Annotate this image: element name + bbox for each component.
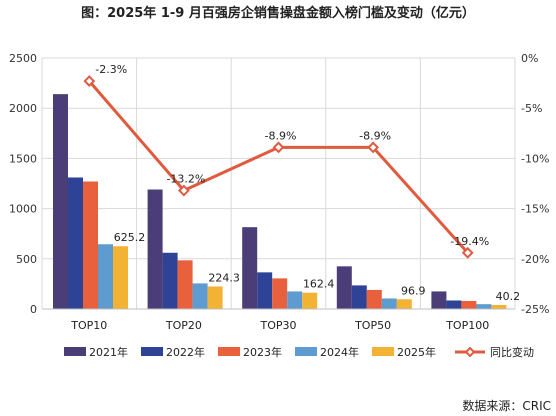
x-tick-label: TOP50: [354, 319, 391, 332]
legend-label: 2021年: [89, 345, 128, 359]
bar: [242, 227, 258, 309]
line-marker: [461, 246, 474, 259]
line-marker: [177, 184, 190, 197]
bar: [336, 266, 352, 309]
data-labels: 625.2 224.3 162.4 96.9 40.2 -2.3% -13.2% -8.9% -…: [95, 63, 520, 303]
line-data-label: -2.3%: [95, 63, 127, 76]
legend-line-marker: [464, 346, 476, 358]
bar: [257, 272, 273, 309]
y-tick-label: 1500: [9, 152, 37, 165]
legend-swatch: [218, 347, 240, 356]
bar: [177, 260, 193, 309]
bar-data-label: 224.3: [208, 271, 240, 284]
legend-swatch: [372, 347, 394, 356]
x-tick-label: TOP10: [70, 319, 107, 332]
line-data-label: -8.9%: [359, 129, 391, 142]
x-tick-label: TOP100: [445, 319, 489, 332]
line-data-label: -13.2%: [166, 173, 205, 186]
y-tick-label: 1000: [9, 203, 37, 216]
bar-data-label: 625.2: [114, 231, 146, 244]
line-data-label: -8.9%: [265, 129, 297, 142]
y2-tick-label: -20%: [521, 253, 549, 266]
bar-data-label: 96.9: [401, 284, 426, 297]
bar-data-label: 40.2: [496, 290, 521, 303]
line-path: [88, 80, 469, 254]
legend-label: 同比变动: [490, 345, 534, 359]
bar: [396, 299, 412, 309]
bar: [272, 278, 288, 309]
axes: 0 500 1000 1500 2000 2500 0% -5% -10% -15% -20% -25…: [9, 52, 549, 332]
bar: [68, 177, 83, 309]
bar: [491, 304, 507, 309]
bars: [53, 94, 507, 309]
y2-tick-label: 0%: [521, 52, 538, 65]
y-tick-label: 0: [30, 303, 37, 316]
x-tick-label: TOP30: [259, 319, 296, 332]
bar: [302, 292, 318, 309]
y-tick-label: 500: [16, 253, 37, 266]
bar: [98, 244, 113, 309]
bar-data-label: 162.4: [303, 278, 335, 291]
y2-tick-label: -25%: [521, 303, 549, 316]
y2-tick-label: -15%: [521, 203, 549, 216]
yoy-line: [83, 75, 474, 259]
chart-title: 图：2025年 1-9 月百强房企销售操盘金额入榜门槛及变动（亿元）: [81, 5, 475, 21]
line-data-label: -19.4%: [450, 235, 489, 248]
y2-tick-label: -5%: [521, 102, 542, 115]
legend-label: 2023年: [243, 345, 282, 359]
source-note: 数据来源：CRIC: [462, 398, 551, 413]
bar: [83, 181, 98, 309]
bar: [113, 246, 128, 309]
bar: [53, 94, 68, 309]
bar: [476, 304, 492, 309]
line-marker: [83, 75, 96, 88]
line-marker: [272, 141, 285, 154]
bar: [446, 300, 462, 309]
legend-label: 2022年: [166, 345, 205, 359]
legend-label: 2025年: [397, 345, 436, 359]
bar: [366, 289, 382, 309]
bar: [351, 285, 367, 309]
bar: [207, 286, 223, 309]
bar: [192, 283, 208, 309]
bar: [287, 291, 303, 309]
legend-swatch: [64, 347, 86, 356]
bar: [431, 291, 447, 309]
bar: [147, 189, 163, 309]
legend-label: 2024年: [320, 345, 359, 359]
x-tick-label: TOP20: [165, 319, 202, 332]
line-marker: [367, 141, 380, 154]
legend: 2021年 2022年 2023年 2024年 2025年 同比变动: [64, 345, 534, 359]
bar: [162, 252, 178, 309]
bar: [381, 298, 397, 309]
legend-swatch: [141, 347, 163, 356]
y-tick-label: 2500: [9, 52, 37, 65]
bar: [461, 300, 477, 309]
y-tick-label: 2000: [9, 102, 37, 115]
y2-tick-label: -10%: [521, 152, 549, 165]
legend-swatch: [295, 347, 317, 356]
